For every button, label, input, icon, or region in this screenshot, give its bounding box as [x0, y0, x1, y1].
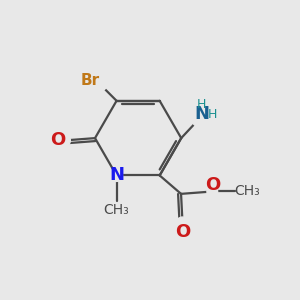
Text: CH₃: CH₃ — [104, 203, 129, 217]
Text: N: N — [109, 167, 124, 184]
Text: N: N — [194, 105, 209, 123]
Text: Br: Br — [80, 74, 99, 88]
Circle shape — [207, 186, 217, 197]
Circle shape — [111, 169, 122, 181]
Circle shape — [192, 113, 205, 126]
Text: H: H — [208, 108, 218, 121]
Circle shape — [176, 217, 189, 230]
Circle shape — [88, 73, 108, 92]
Text: O: O — [205, 176, 220, 194]
Text: O: O — [176, 223, 191, 241]
Text: CH₃: CH₃ — [235, 184, 260, 199]
Circle shape — [57, 134, 70, 147]
Text: O: O — [50, 131, 65, 149]
Text: H: H — [197, 98, 206, 111]
